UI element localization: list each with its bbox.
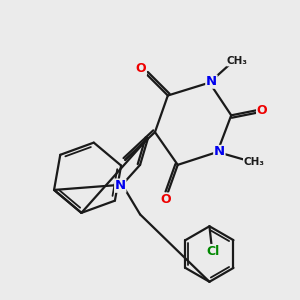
Text: N: N <box>115 179 126 192</box>
Text: O: O <box>256 104 267 117</box>
Text: N: N <box>206 75 217 88</box>
Text: N: N <box>214 146 225 158</box>
Text: O: O <box>160 193 171 206</box>
Text: CH₃: CH₃ <box>227 56 248 66</box>
Text: Cl: Cl <box>207 244 220 258</box>
Text: CH₃: CH₃ <box>244 157 265 167</box>
Text: O: O <box>136 62 146 75</box>
